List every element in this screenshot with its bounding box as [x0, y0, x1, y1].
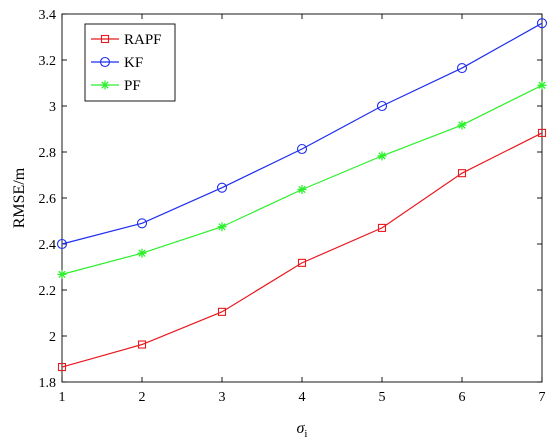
series-point-rapf	[457, 169, 467, 178]
series-line-kf	[61, 22, 543, 245]
series-point-rapf	[137, 340, 147, 349]
x-tick-label: 5	[379, 390, 386, 405]
series-point-kf	[376, 100, 388, 112]
series-point-rapf	[297, 258, 307, 267]
x-tick-label: 6	[459, 390, 466, 405]
series-layer	[56, 18, 548, 372]
legend-marker-pf	[100, 80, 110, 90]
series-point-pf	[297, 184, 307, 194]
y-tick-label: 3	[49, 100, 56, 115]
series-line-rapf	[61, 132, 543, 368]
y-tick-label: 2.2	[39, 284, 57, 299]
legend-marker-kf	[99, 56, 111, 68]
series-point-pf	[137, 248, 147, 258]
series-point-kf	[56, 238, 68, 250]
y-tick-label: 2.8	[39, 146, 57, 161]
y-tick-label: 2.4	[39, 238, 57, 253]
x-tick-label: 1	[59, 390, 66, 405]
series-point-pf	[217, 222, 227, 232]
axes: 1 2 3 4 5 6 7 1.8 2 2.2 2.4 2.6 2.8 3 3.2 3.4	[39, 8, 546, 405]
series-point-kf	[456, 63, 468, 74]
y-tick-label: 2.6	[39, 192, 57, 207]
y-tick-label: 2	[49, 330, 56, 345]
y-tick-label: 1.8	[39, 376, 57, 391]
legend-marker-rapf	[100, 34, 110, 44]
series-point-pf	[537, 80, 547, 90]
x-tick-label: 4	[299, 390, 306, 405]
legend-label-rapf: RAPF	[124, 32, 162, 48]
series-point-pf	[457, 120, 467, 130]
series-point-rapf	[377, 223, 387, 232]
x-tick-label: 2	[139, 390, 146, 405]
series-point-rapf	[57, 362, 67, 372]
x-axis-subscript: i	[304, 428, 307, 440]
series-point-pf	[377, 151, 387, 161]
x-tick-label: 3	[219, 390, 226, 405]
series-point-rapf	[537, 128, 547, 137]
series-point-rapf	[217, 307, 227, 316]
series-point-kf	[216, 182, 228, 193]
legend: RAPF KF PF	[84, 23, 176, 102]
legend-label-pf: PF	[124, 78, 141, 94]
x-tick-label: 7	[539, 390, 546, 405]
legend-label-kf: KF	[124, 55, 143, 71]
y-tick-label: 3.2	[39, 54, 57, 69]
y-tick-label: 3.4	[39, 8, 57, 23]
series-point-kf	[296, 143, 308, 155]
x-axis-symbol: σ	[297, 420, 306, 437]
series-point-kf	[536, 18, 548, 29]
x-axis-label: σi	[297, 420, 308, 440]
series-point-kf	[136, 218, 148, 229]
series-point-pf	[57, 269, 67, 279]
y-axis-label: RMSE/m	[11, 167, 28, 228]
